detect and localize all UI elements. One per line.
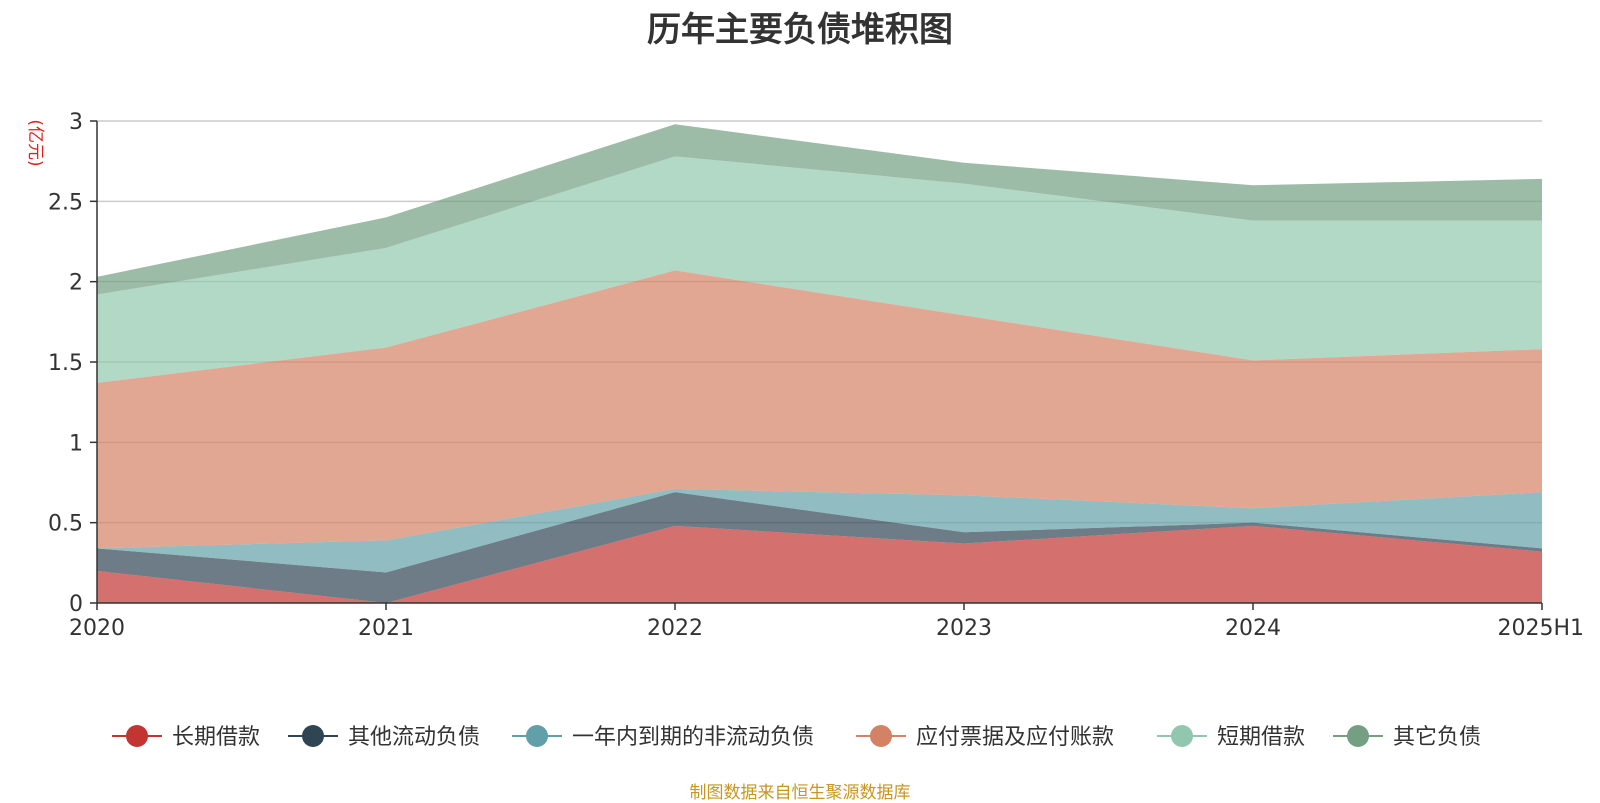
area-series	[97, 124, 1542, 603]
legend-label: 短期借款	[1217, 725, 1305, 750]
x-tick-label: 2024	[1225, 616, 1281, 641]
area-series-6	[97, 124, 1542, 295]
x-tick-label: 2022	[647, 616, 703, 641]
x-tick-label: 2023	[936, 616, 992, 641]
y-tick-label: 1	[69, 431, 83, 456]
area-series-2	[97, 492, 1542, 603]
y-tick-label: 2	[69, 271, 83, 296]
chart-title: 历年主要负债堆积图	[647, 10, 953, 50]
area-series-1	[97, 525, 1542, 603]
area-series-4	[97, 270, 1542, 549]
legend-item-4[interactable]: 应付票据及应付账款	[856, 725, 1114, 750]
y-tick-label: 2.5	[48, 190, 83, 215]
legend-label: 一年内到期的非流动负债	[572, 725, 814, 750]
data-source-note: 制图数据来自恒生聚源数据库	[689, 783, 911, 803]
legend-marker-icon	[126, 725, 148, 747]
y-axis-unit-label: (亿元)	[25, 119, 45, 166]
legend-label: 其它负债	[1393, 725, 1481, 750]
y-tick-label: 3	[69, 110, 83, 135]
legend-item-6[interactable]: 其它负债	[1333, 725, 1481, 750]
area-series-5	[97, 156, 1542, 383]
legend-label: 长期借款	[172, 725, 260, 750]
legend-marker-icon	[526, 725, 548, 747]
legend-item-1[interactable]: 长期借款	[112, 725, 260, 750]
legend-label: 应付票据及应付账款	[916, 725, 1114, 750]
legend-marker-icon	[302, 725, 324, 747]
legend-marker-icon	[870, 725, 892, 747]
legend: 长期借款 其他流动负债 一年内到期的非流动负债 应付票据及应付账款 短期借款 其它负债	[112, 725, 1481, 750]
y-tick-label: 0	[69, 592, 83, 617]
legend-marker-icon	[1171, 725, 1193, 747]
area-series-3	[97, 488, 1542, 573]
legend-item-2[interactable]: 其他流动负债	[288, 725, 480, 750]
legend-item-3[interactable]: 一年内到期的非流动负债	[512, 725, 814, 750]
legend-label: 其他流动负债	[348, 725, 480, 750]
x-tick-label: 2020	[69, 616, 125, 641]
y-tick-label: 0.5	[48, 512, 83, 537]
y-tick-label: 1.5	[48, 351, 83, 376]
x-tick-label: 2021	[358, 616, 414, 641]
x-tick-label: 2025H1	[1497, 616, 1584, 641]
legend-item-5[interactable]: 短期借款	[1157, 725, 1305, 750]
legend-marker-icon	[1347, 725, 1369, 747]
axes: 0 0.5 1 1.5 2 2.5 3 2020 2021 2022 2023 2024 2025H1	[48, 110, 1584, 641]
